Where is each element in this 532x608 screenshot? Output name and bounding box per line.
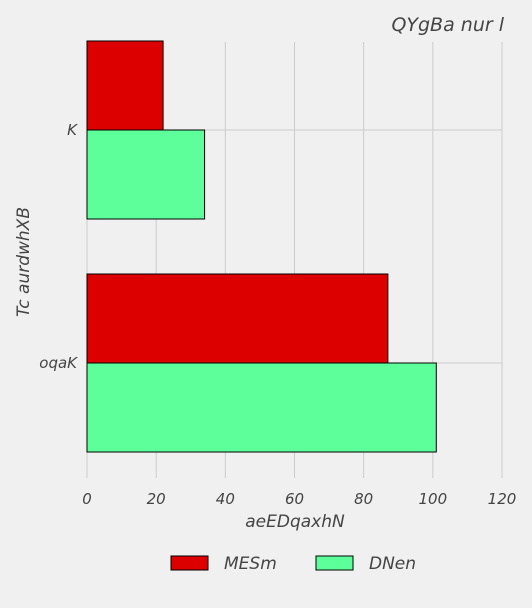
legend-label: MESm xyxy=(224,554,277,574)
x-tick-label: 80 xyxy=(354,490,373,508)
bar-DNen-oqaK xyxy=(86,362,437,453)
bar-MESm-K xyxy=(86,40,164,131)
x-tick-label: 0 xyxy=(82,490,92,508)
x-tick-label: 100 xyxy=(419,490,448,508)
x-tick-label: 60 xyxy=(285,490,304,508)
x-tick-label: 20 xyxy=(147,490,166,508)
x-axis-label: aeEDqaxhN xyxy=(245,512,345,532)
x-tick-label: 120 xyxy=(488,490,517,508)
legend: MESm DNen xyxy=(170,554,416,574)
bars xyxy=(86,40,437,453)
bar-DNen-K xyxy=(86,129,206,220)
bar-MESm-oqaK xyxy=(86,273,389,364)
y-tick-label: K xyxy=(67,121,78,139)
legend-swatch xyxy=(170,555,209,571)
x-tick-labels: 0 20 40 60 80 100 120 xyxy=(82,490,516,508)
legend-label: DNen xyxy=(369,554,416,574)
chart-title: QYgBa nur l xyxy=(391,14,504,36)
y-tick-label: oqaK xyxy=(39,354,78,372)
legend-swatch xyxy=(315,555,354,571)
y-axis-label: Tc aurdwhXB xyxy=(14,207,34,317)
x-tick-label: 40 xyxy=(216,490,235,508)
